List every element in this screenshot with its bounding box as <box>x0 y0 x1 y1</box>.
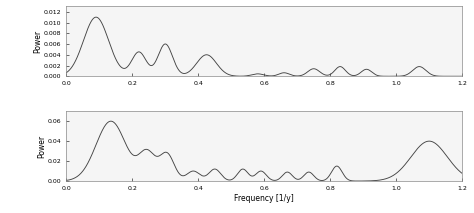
Y-axis label: Power: Power <box>37 135 46 158</box>
Y-axis label: Power: Power <box>34 30 43 53</box>
X-axis label: Frequency [1/y]: Frequency [1/y] <box>234 194 294 203</box>
